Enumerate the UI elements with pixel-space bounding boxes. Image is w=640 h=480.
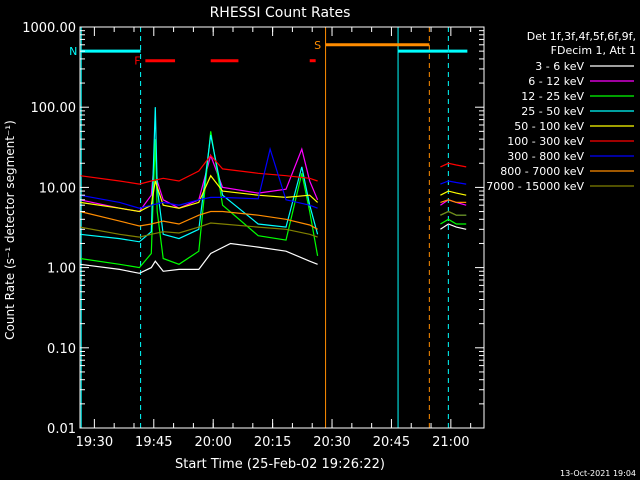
flag-bars: N F S: [69, 39, 468, 68]
series-line-300-800-kev: [79, 146, 467, 209]
legend-label-100-300-kev: 100 - 300 keV: [507, 135, 584, 148]
y-tick-label: 1000.00: [22, 21, 76, 36]
flag-label-f: F: [134, 55, 140, 68]
legend-label-25-50-kev: 25 - 50 keV: [521, 105, 584, 118]
legend-label-6-12-kev: 6 - 12 keV: [528, 75, 584, 88]
legend: 3 - 6 keV 6 - 12 keV 12 - 25 keV 25 - 50 ke…: [486, 60, 634, 193]
y-axis-label: Count Rate (s⁻¹ detector segment⁻¹): [3, 120, 17, 340]
x-tick-label: 20:00: [194, 435, 231, 450]
series-line-800-7000-kev: [79, 199, 467, 230]
legend-label-50-100-kev: 50 - 100 keV: [514, 120, 584, 133]
generated-timestamp: 13-Oct-2021 19:04: [560, 469, 636, 478]
x-tick-label: 19:30: [76, 435, 113, 450]
y-tick-label: 1.00: [47, 262, 76, 277]
flag-label-n: N: [69, 45, 77, 58]
series-line-12-25-kev: [79, 131, 467, 269]
y-tick-label: 0.10: [47, 342, 76, 357]
series-line-50-100-kev: [79, 174, 467, 213]
y-tick-label: 100.00: [31, 101, 77, 116]
flag-label-s: S: [314, 39, 321, 52]
plot-frame: [79, 26, 485, 429]
x-tick-label: 20:45: [373, 435, 410, 450]
legend-label-7000-15000-kev: 7000 - 15000 keV: [486, 180, 584, 193]
x-axis-label: Start Time (25-Feb-02 19:26:22): [175, 457, 385, 472]
series-line-7000-15000-kev: [79, 210, 467, 238]
legend-header-line-2: FDecim 1, Att 1: [551, 44, 636, 57]
legend-header-line-1: Det 1f,3f,4f,5f,6f,9f,: [527, 30, 636, 43]
chart-title: RHESSI Count Rates: [210, 5, 351, 21]
x-tick-label: 20:15: [254, 435, 291, 450]
plot-axes: 0.01 0.10 1.00 10.00 100.00 1000.00 19:30 19:45…: [22, 21, 485, 450]
x-tick-label: 19:45: [135, 435, 172, 450]
series-lines: [79, 107, 467, 274]
series-line-100-300-kev: [79, 154, 467, 185]
legend-label-12-25-kev: 12 - 25 keV: [521, 90, 584, 103]
legend-label-800-7000-kev: 800 - 7000 keV: [500, 165, 584, 178]
series-line-3-6-kev: [79, 223, 467, 274]
vertical-marker-lines: [80, 27, 449, 428]
legend-label-300-800-kev: 300 - 800 keV: [507, 150, 584, 163]
y-tick-label: 0.01: [47, 422, 76, 437]
y-tick-label: 10.00: [39, 181, 76, 196]
x-tick-label: 21:00: [432, 435, 469, 450]
legend-label-3-6-kev: 3 - 6 keV: [535, 60, 584, 73]
x-tick-label: 20:30: [313, 435, 350, 450]
